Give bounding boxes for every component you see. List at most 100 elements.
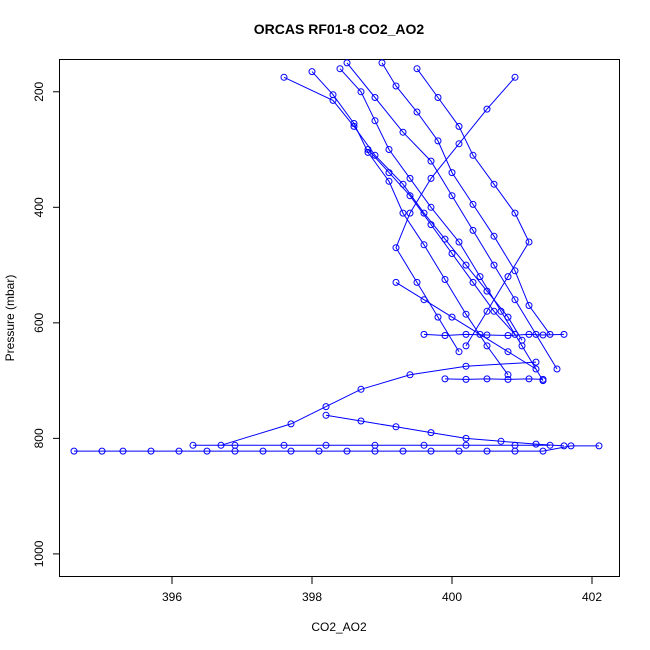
data-point — [539, 331, 547, 339]
data-point — [462, 441, 470, 449]
y-tick-label: 200 — [32, 81, 46, 101]
data-point — [462, 362, 470, 370]
data-point — [595, 442, 603, 450]
data-point — [539, 447, 547, 455]
data-point — [462, 434, 470, 442]
data-point — [567, 442, 575, 450]
data-point — [378, 59, 386, 67]
data-point — [420, 241, 428, 249]
data-point — [504, 332, 512, 339]
data-point — [406, 371, 414, 379]
data-point — [490, 307, 498, 315]
data-point — [420, 209, 428, 217]
series-13 — [392, 278, 540, 373]
x-tick-label: 396 — [162, 590, 182, 604]
series-line — [74, 445, 599, 452]
data-point — [315, 447, 323, 455]
data-point — [462, 310, 470, 318]
data-point — [427, 221, 435, 229]
series-8 — [343, 59, 561, 373]
data-point — [469, 278, 477, 286]
data-point — [189, 441, 197, 449]
data-point — [322, 411, 330, 419]
series-line — [339, 68, 544, 381]
series-line — [367, 149, 516, 335]
data-point — [455, 348, 463, 356]
data-point — [357, 385, 365, 393]
data-point — [406, 192, 414, 200]
series-line — [220, 361, 537, 446]
series-14 — [364, 146, 519, 338]
data-point — [119, 447, 127, 455]
data-point — [322, 441, 330, 449]
series-9 — [413, 65, 533, 350]
data-point — [336, 65, 344, 73]
data-point — [406, 174, 414, 182]
data-point — [455, 140, 463, 148]
series-5 — [378, 59, 554, 338]
series-4 — [336, 65, 547, 385]
data-point — [322, 403, 330, 411]
data-point — [203, 447, 211, 455]
series-line — [381, 62, 551, 335]
x-axis-label: CO2_AO2 — [311, 620, 367, 634]
data-point — [483, 375, 491, 383]
data-point — [427, 174, 435, 182]
data-point — [441, 375, 449, 383]
data-point — [329, 91, 337, 99]
data-point — [490, 261, 498, 269]
x-tick-label: 402 — [582, 590, 602, 604]
series-7 — [392, 73, 519, 356]
data-point — [371, 117, 379, 125]
data-point — [357, 417, 365, 425]
data-point — [448, 169, 456, 177]
series-2 — [217, 358, 540, 449]
data-point — [504, 273, 512, 281]
data-point — [420, 330, 428, 338]
series-0 — [70, 442, 603, 455]
series-line — [311, 71, 509, 376]
data-point — [525, 238, 533, 246]
data-point — [560, 442, 568, 450]
data-point — [427, 447, 435, 455]
data-point — [525, 330, 533, 338]
data-point — [287, 420, 295, 428]
data-point — [525, 375, 533, 383]
data-point — [343, 59, 351, 67]
data-point — [385, 169, 393, 177]
data-point — [399, 447, 407, 455]
data-point — [357, 88, 365, 96]
data-point — [539, 375, 547, 383]
data-point — [553, 365, 561, 373]
y-tick-label: 800 — [32, 428, 46, 448]
data-point — [413, 108, 421, 116]
data-point — [371, 441, 379, 449]
data-point — [455, 122, 463, 130]
series-line — [325, 414, 565, 447]
data-point — [511, 73, 519, 81]
data-point — [532, 440, 540, 448]
data-point — [385, 177, 393, 185]
data-point — [483, 447, 491, 455]
series-line — [444, 378, 544, 380]
data-point — [350, 120, 358, 127]
y-axis-label: Pressure (mbar) — [3, 275, 17, 362]
data-point — [483, 331, 491, 339]
data-point — [532, 365, 540, 373]
data-point — [413, 278, 421, 286]
series-11 — [441, 375, 547, 383]
data-point — [448, 313, 456, 321]
series-line — [346, 62, 558, 370]
series-12 — [322, 411, 568, 450]
data-point — [483, 307, 491, 315]
data-point — [392, 244, 400, 252]
data-point — [280, 441, 288, 449]
data-point — [497, 307, 505, 315]
data-point — [532, 358, 540, 366]
data-point — [280, 73, 288, 81]
x-tick-label: 400 — [442, 590, 462, 604]
data-point — [385, 146, 393, 153]
data-point — [175, 447, 183, 455]
data-point — [427, 203, 435, 211]
